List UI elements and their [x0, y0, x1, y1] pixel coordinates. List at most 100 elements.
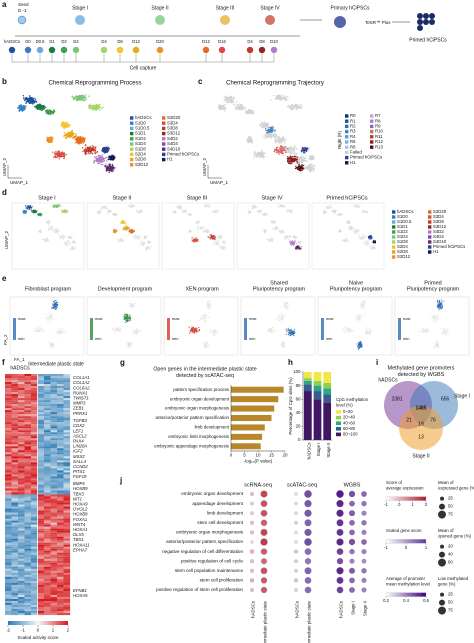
cell: [232, 98, 235, 101]
cell: [97, 156, 100, 158]
cell: [309, 155, 311, 157]
cell: [97, 160, 100, 163]
cell: [218, 104, 220, 106]
cell: [62, 235, 64, 237]
colony: [429, 19, 435, 25]
cell-cloud: [135, 209, 144, 214]
cell: [74, 135, 76, 138]
cell: [278, 139, 281, 141]
cell: [292, 158, 295, 160]
cell: [50, 140, 53, 142]
cell: [283, 142, 286, 144]
cell: [93, 108, 96, 111]
medium-label: TeSR™ Plus: [365, 20, 391, 25]
cell: [29, 96, 31, 99]
cell: [41, 238, 43, 240]
cell: [258, 152, 260, 154]
timepoint-dot: [100, 46, 108, 54]
cell: [224, 103, 226, 106]
timepoint-dot: [36, 46, 44, 54]
cell: [77, 140, 80, 142]
cell: [142, 244, 144, 246]
cell: [97, 211, 99, 213]
cell: [143, 237, 145, 239]
cell: [295, 154, 298, 156]
cell: [137, 211, 139, 213]
cell: [312, 163, 314, 166]
cell: [299, 106, 301, 108]
cell: [145, 247, 147, 249]
cell: [289, 155, 291, 157]
cell: [59, 203, 61, 205]
cell: [302, 152, 305, 154]
cell: [150, 249, 152, 251]
cell: [92, 104, 94, 107]
cell: [226, 99, 228, 101]
cell: [224, 99, 226, 102]
cell: [102, 158, 104, 160]
cell: [113, 214, 115, 216]
panel-label: c: [198, 77, 203, 86]
stage-label: Stage III: [216, 5, 235, 11]
cell: [284, 140, 286, 142]
cell: [253, 154, 256, 156]
cell: [30, 207, 32, 209]
cell: [223, 106, 225, 108]
cell: [302, 146, 304, 149]
cell: [57, 228, 59, 230]
cell: [93, 106, 96, 108]
cell: [88, 95, 90, 97]
cell: [65, 122, 67, 125]
cell: [92, 149, 94, 152]
timepoint-dot: [246, 46, 254, 54]
cell: [290, 108, 292, 111]
cell-cloud: [274, 135, 287, 145]
cell: [250, 110, 252, 112]
cell: [108, 148, 111, 150]
panel-label: g: [120, 358, 125, 367]
cell: [28, 102, 31, 105]
cell-cloud: [47, 225, 56, 231]
cell: [77, 136, 80, 138]
cell-cloud: [17, 104, 27, 112]
shape: [162, 126, 166, 131]
cell: [98, 211, 100, 213]
cell: [120, 221, 122, 223]
cell: [78, 136, 81, 138]
timepoint-label: hADSCs: [4, 39, 20, 44]
cell: [46, 139, 48, 142]
cell: [117, 238, 119, 240]
cell: [285, 98, 287, 101]
cell: [296, 107, 298, 110]
cell: [227, 98, 229, 101]
cell: [288, 106, 290, 108]
cell: [119, 240, 121, 242]
cell: [309, 163, 311, 165]
cell: [53, 109, 55, 112]
cell: [52, 151, 54, 153]
cell: [108, 163, 110, 166]
cell: [251, 111, 253, 114]
cell: [284, 145, 286, 148]
cell: [259, 155, 261, 157]
cell: [104, 148, 107, 150]
cell: [37, 104, 39, 107]
cell: [231, 99, 233, 101]
cell: [105, 163, 107, 165]
cell: [311, 165, 314, 168]
capture-label: Cell capture: [130, 65, 157, 71]
cell: [43, 107, 46, 110]
cell: [309, 167, 311, 169]
cell: [145, 247, 147, 249]
cell: [89, 153, 91, 155]
cell-cloud: [71, 94, 90, 102]
cell: [62, 236, 64, 238]
cell: [35, 105, 38, 107]
cell: [75, 97, 78, 99]
shape: [130, 121, 134, 125]
panel-label: b: [2, 77, 7, 86]
timepoint-label: D1: [49, 39, 55, 44]
cell: [143, 242, 145, 244]
timepoint-label: D8: [259, 39, 265, 44]
cell: [18, 105, 21, 107]
